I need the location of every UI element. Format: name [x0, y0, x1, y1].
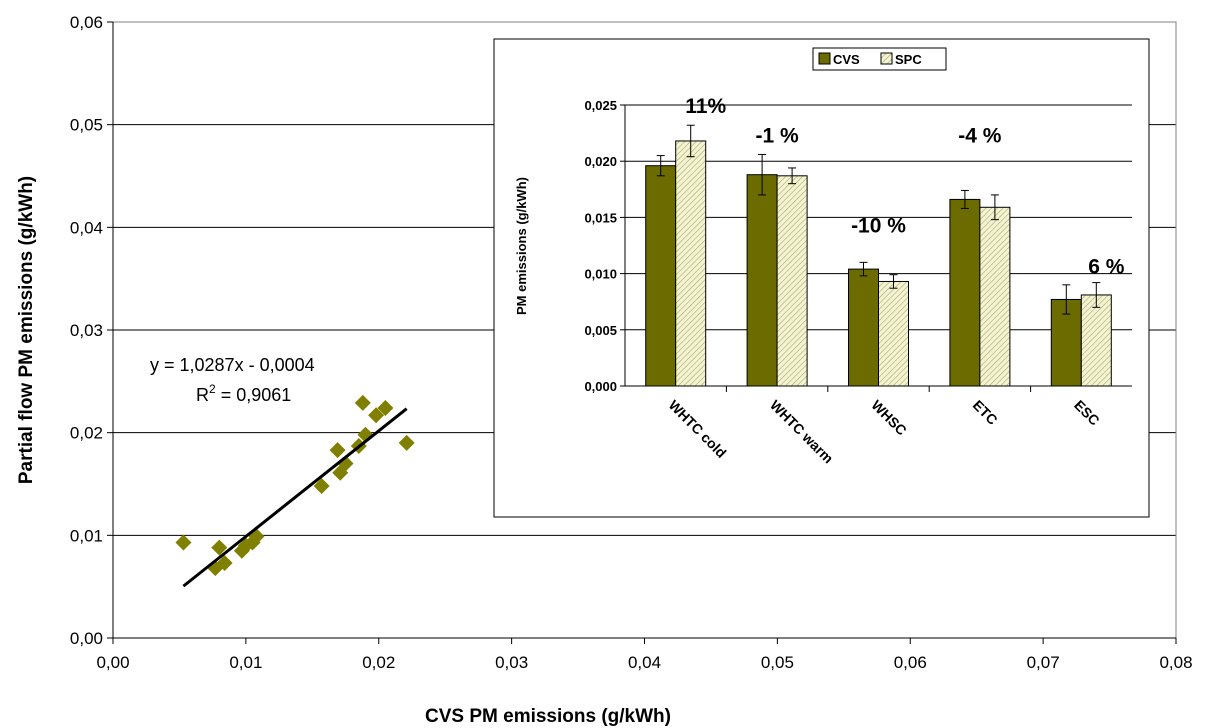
inset-y-tick-label: 0,020 — [584, 154, 617, 169]
inset-y-tick-label: 0,025 — [584, 98, 617, 113]
x-tick-label: 0,05 — [761, 653, 794, 672]
x-tick-label: 0,00 — [96, 653, 129, 672]
scatter-point — [175, 534, 192, 551]
error-bar — [758, 153, 767, 196]
error-bar — [1092, 282, 1101, 308]
percentage-annotation: -4 % — [958, 124, 1002, 147]
legend-label-cvs: CVS — [833, 52, 860, 67]
y-tick-label: 0,03 — [70, 321, 103, 340]
inset-bar-chart: 0,000 0,005 0,010 0,015 0,020 0,025 11% -1 % -1… — [493, 38, 1150, 518]
inset-y-tick-label: 0,005 — [584, 323, 617, 338]
cvs-bar — [746, 174, 778, 387]
scatter-point — [354, 394, 371, 411]
y-tick-label: 0,00 — [70, 629, 103, 648]
spc-bar — [1080, 294, 1112, 387]
x-tick-label: 0,08 — [1159, 653, 1192, 672]
y-tick-label: 0,01 — [70, 526, 103, 545]
y-axis-title: Partial flow PM emissions (g/kWh) — [16, 176, 37, 484]
trendline-line — [182, 407, 408, 588]
inset-bars — [645, 140, 1112, 387]
inset-legend: CVS SPC — [812, 47, 947, 71]
spc-bar — [675, 140, 707, 387]
percentage-annotation: 11% — [685, 95, 726, 118]
r-squared-label: R2 = 0,9061 — [196, 382, 291, 405]
error-bar — [889, 274, 898, 289]
cvs-bar — [645, 165, 677, 387]
error-bar — [990, 194, 999, 221]
error-bar — [859, 261, 868, 277]
inset-y-tick-label: 0,015 — [584, 210, 617, 225]
error-bar — [656, 155, 665, 177]
percentage-annotation: -10 % — [851, 214, 906, 237]
x-tick-label: 0,07 — [1027, 653, 1060, 672]
spc-bar — [878, 280, 909, 387]
x-axis-title: CVS PM emissions (g/kWh) — [425, 706, 671, 727]
scatter-point — [398, 434, 415, 451]
trendline-equation: y = 1,0287x - 0,0004 — [150, 355, 315, 375]
trendline — [182, 407, 408, 588]
error-bar — [686, 124, 695, 158]
y-tick-label: 0,05 — [70, 116, 103, 135]
main-axes: 0,00 0,01 0,02 0,03 0,04 0,05 0,06 0,00 0,01 0,02… — [70, 13, 1193, 672]
legend-box — [812, 47, 947, 71]
x-tick-label: 0,01 — [229, 653, 262, 672]
scatter-chart: 0,00 0,01 0,02 0,03 0,04 0,05 0,06 0,00 0,01 0,02… — [16, 13, 1193, 727]
inset-y-axis-title: PM emissions (g/kWh) — [514, 177, 529, 315]
inset-y-tick-label: 0,000 — [584, 379, 617, 394]
scatter-point — [313, 478, 330, 495]
inset-error-bars — [656, 124, 1101, 315]
legend-swatch-cvs — [818, 52, 831, 65]
y-tick-label: 0,04 — [70, 218, 103, 237]
inset-y-tick-label: 0,010 — [584, 267, 617, 282]
scatter-point — [377, 400, 394, 417]
cvs-bar — [949, 198, 981, 387]
scatter-points — [175, 394, 415, 577]
y-tick-label: 0,02 — [70, 424, 103, 443]
cvs-bar — [848, 268, 879, 387]
error-bar — [1062, 284, 1071, 315]
percentage-annotations: 11% -1 % -10 % -4 % 6 % — [685, 95, 1124, 278]
error-bar — [960, 189, 969, 209]
r-squared-exponent: 2 — [209, 382, 216, 396]
x-tick-label: 0,02 — [362, 653, 395, 672]
legend-label-spc: SPC — [895, 52, 922, 67]
percentage-annotation: 6 % — [1088, 256, 1125, 279]
scatter-point — [368, 407, 385, 424]
inset-frame — [493, 38, 1150, 518]
spc-bar — [776, 175, 808, 387]
percentage-annotation: -1 % — [756, 124, 800, 147]
x-tick-label: 0,03 — [495, 653, 528, 672]
spc-bar — [979, 206, 1011, 387]
legend-swatch-spc — [880, 52, 893, 65]
x-tick-label: 0,04 — [628, 653, 661, 672]
scatter-point — [216, 555, 233, 572]
scatter-point — [329, 442, 346, 459]
r-squared-symbol: R — [196, 385, 209, 405]
r-squared-value: = 0,9061 — [216, 385, 292, 405]
scatter-point — [211, 539, 228, 556]
error-bar — [788, 167, 797, 185]
x-tick-label: 0,06 — [894, 653, 927, 672]
y-tick-label: 0,06 — [70, 13, 103, 32]
